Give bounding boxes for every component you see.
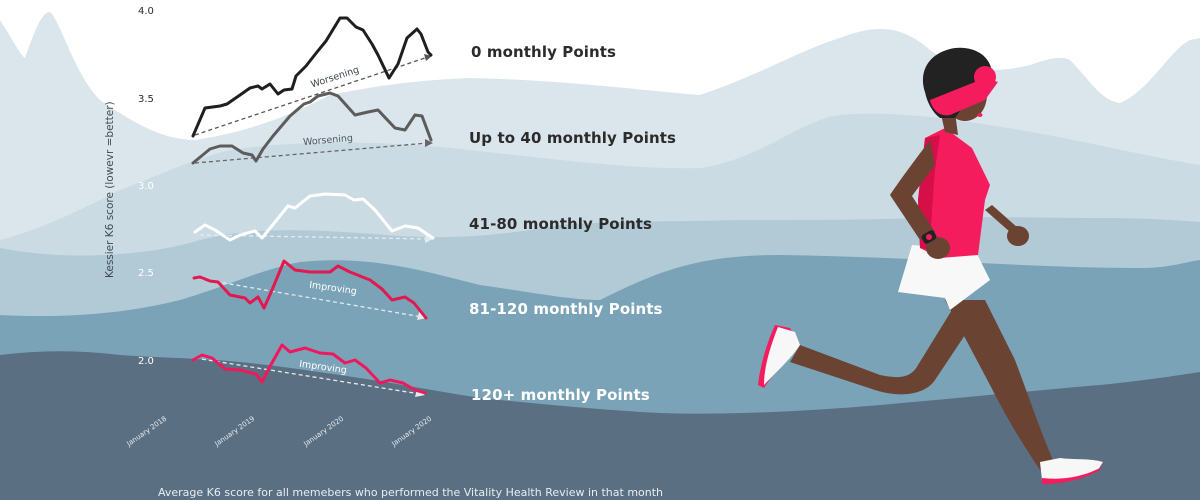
runner-front-shoe bbox=[1040, 458, 1103, 480]
runner-back-arm bbox=[890, 140, 935, 240]
arrowhead-line3 bbox=[425, 235, 433, 243]
mountain-band-5 bbox=[0, 351, 1200, 500]
arrowhead-line2 bbox=[425, 139, 433, 147]
trend-arrow-line2 bbox=[194, 142, 429, 164]
runner-front-arm bbox=[985, 205, 1018, 232]
y-tick-2-5: 2.5 bbox=[138, 268, 154, 279]
series-label-0-points: 0 monthly Points bbox=[471, 43, 617, 61]
runner-shorts bbox=[898, 245, 990, 310]
series-line-81-120 bbox=[192, 259, 428, 320]
trend-arrow-line5 bbox=[194, 357, 421, 395]
y-tick-2-0: 2.0 bbox=[138, 356, 154, 367]
chart-caption: Average K6 score for all memebers who pe… bbox=[158, 486, 664, 499]
runner-back-shoe-white bbox=[764, 327, 800, 385]
runner-front-leg bbox=[945, 300, 1055, 470]
series-label-81-120: 81-120 monthly Points bbox=[469, 300, 663, 318]
series-label-up-to-40: Up to 40 monthly Points bbox=[469, 129, 677, 147]
series-label-120-plus: 120+ monthly Points bbox=[471, 386, 650, 404]
series-line-up-to-40 bbox=[191, 91, 433, 165]
series-line-41-80 bbox=[193, 192, 435, 242]
runner-illustration bbox=[758, 47, 1103, 484]
y-tick-3-5: 3.5 bbox=[138, 94, 154, 105]
series-lines bbox=[191, 16, 435, 395]
series-line-0-points bbox=[191, 16, 433, 138]
trend-arrow-line4 bbox=[194, 277, 423, 318]
runner-back-fist bbox=[926, 237, 950, 259]
smartwatch-face bbox=[926, 234, 932, 240]
runner-lips bbox=[977, 113, 983, 117]
runner-back-leg bbox=[790, 305, 975, 395]
trend-arrow-line1 bbox=[194, 56, 429, 136]
runner-front-fist bbox=[1007, 226, 1029, 246]
runner-headband bbox=[930, 78, 998, 116]
y-tick-4-0: 4.0 bbox=[138, 6, 154, 17]
series-line-120-plus bbox=[191, 343, 427, 395]
y-axis-label: Kessier K6 score (lowevr =better) bbox=[104, 101, 116, 278]
runner-front-shoe-sole bbox=[1042, 462, 1103, 484]
runner-headband-knot bbox=[974, 66, 996, 88]
series-label-41-80: 41-80 monthly Points bbox=[469, 215, 653, 233]
y-tick-3-0: 3.0 bbox=[138, 181, 154, 192]
